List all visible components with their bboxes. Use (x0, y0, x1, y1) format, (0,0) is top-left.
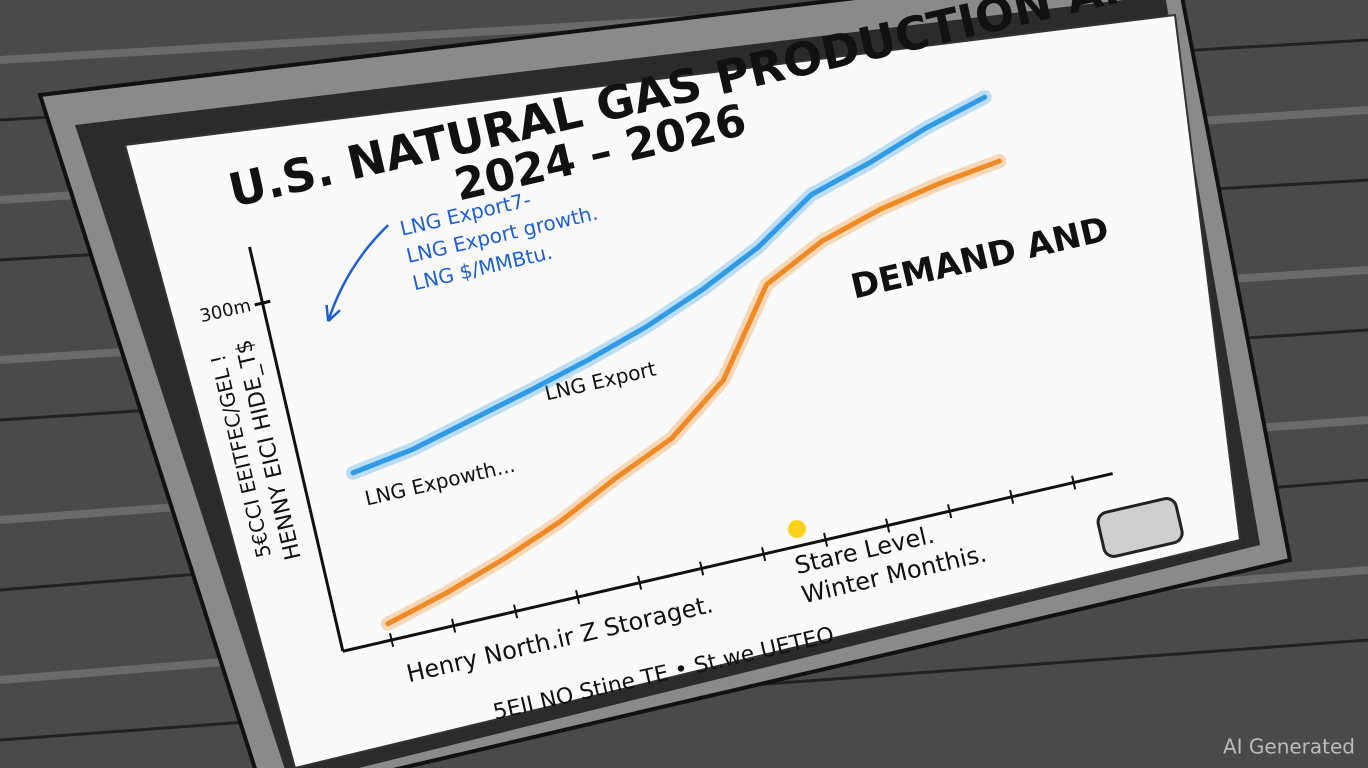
x-tick (389, 632, 395, 648)
x-tick (1009, 489, 1015, 504)
y-axis (248, 246, 345, 652)
series-line (385, 158, 1002, 627)
series-line (350, 94, 988, 476)
x-tick (885, 518, 891, 533)
x-axis (342, 472, 1113, 653)
x-tick (451, 618, 457, 633)
x-tick (637, 575, 643, 590)
x-tick (1071, 475, 1077, 490)
x-tick (575, 590, 581, 605)
x-tick (699, 561, 705, 576)
marker-dot (787, 519, 806, 538)
x-tick (947, 504, 953, 519)
x-tick (823, 532, 829, 547)
x-tick (761, 547, 767, 562)
x-tick (513, 604, 519, 619)
whiteboard (123, 13, 1242, 768)
y-tick (254, 299, 271, 307)
watermark: AI Generated (1223, 735, 1355, 759)
board-clip (1096, 497, 1184, 558)
annotation-arrow (325, 224, 390, 323)
